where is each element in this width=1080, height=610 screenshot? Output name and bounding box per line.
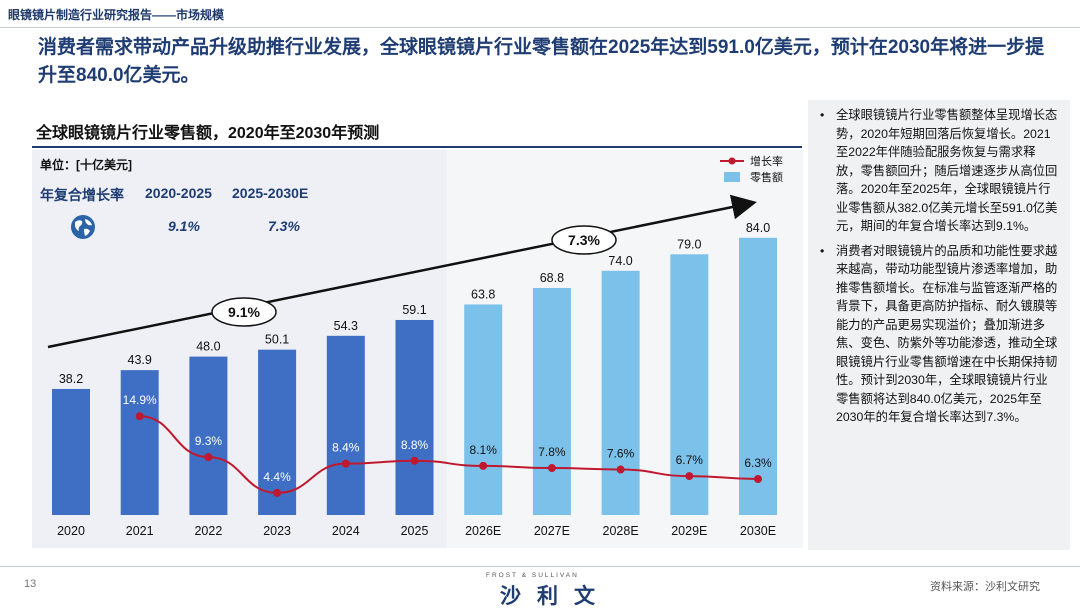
bar-2021 <box>120 370 159 515</box>
growth-label-2030E: 6.3% <box>744 456 772 470</box>
bullet-icon: • <box>820 108 825 122</box>
bar-value-label-2022: 48.0 <box>196 340 220 354</box>
bar-2020 <box>52 388 90 515</box>
bar-2026E <box>464 304 503 515</box>
chart-title: 全球眼镜镜片行业零售额，2020年至2030年预测 <box>36 125 380 142</box>
bar-2023 <box>258 349 297 515</box>
commentary-note-1: • 全球眼镜镜片行业零售额整体呈现增长态势，2020年短期回落后恢复增长。202… <box>820 106 1060 236</box>
x-tick-label-2021: 2021 <box>126 524 154 538</box>
x-tick-label-2028E: 2028E <box>603 524 639 538</box>
growth-marker-2025 <box>410 456 419 465</box>
legend-sales-swatch <box>724 172 740 182</box>
bar-value-label-2027E: 68.8 <box>540 271 564 285</box>
brand-logo: 沙利文 <box>500 585 611 608</box>
globe-icon <box>71 215 95 239</box>
growth-marker-2028E <box>616 465 625 474</box>
bar-value-label-2024: 54.3 <box>334 319 358 333</box>
cagr-bubble-2 <box>551 225 617 255</box>
bar-2022 <box>189 356 228 515</box>
legend-growth-label: 增长率 <box>750 154 783 168</box>
retail-sales-chart: 38.2 43.9 48.0 50.1 54.3 59.1 63.8 68.8 74.0 79.0… <box>47 154 783 538</box>
unit-label: 单位：[十亿美元] <box>40 158 132 172</box>
x-tick-label-2025: 2025 <box>401 524 429 538</box>
x-tick-label-2026E: 2026E <box>465 524 501 538</box>
growth-label-2027E: 7.8% <box>538 445 566 459</box>
growth-label-2028E: 7.6% <box>607 447 635 461</box>
x-tick-label-2027E: 2027E <box>534 524 570 538</box>
growth-marker-2027E <box>547 464 556 473</box>
growth-marker-2022 <box>204 453 213 462</box>
growth-label-2023: 4.4% <box>263 470 291 484</box>
x-tick-label-2023: 2023 <box>263 524 291 538</box>
cagr-label: 年复合增长率 <box>40 187 124 203</box>
commentary-text-2: 消费者对眼镜镜片的品质和功能性要求越来越高，带动功能型镜片渗透率增加，助推零售额… <box>836 243 1058 425</box>
bar-value-label-2025: 59.1 <box>402 303 426 317</box>
bottom-divider <box>0 566 1080 567</box>
section-title: 眼镜镜片制造行业研究报告——市场规模 <box>8 8 225 22</box>
growth-label-2024: 8.4% <box>332 441 360 455</box>
x-tick-label-2030E: 2030E <box>740 524 776 538</box>
commentary-text-1: 全球眼镜镜片行业零售额整体呈现增长态势，2020年短期回落后恢复增长。2021至… <box>836 108 1058 233</box>
growth-marker-2024 <box>341 459 350 468</box>
bar-value-label-2023: 50.1 <box>265 333 289 347</box>
source-note: 资料来源：沙利文研究 <box>930 581 1040 593</box>
commentary-note-2: • 消费者对眼镜镜片的品质和功能性要求越来越高，带动功能型镜片渗透率增加，助推零… <box>820 242 1060 427</box>
bullet-icon: • <box>820 243 825 258</box>
bar-value-label-2029E: 79.0 <box>677 237 701 251</box>
cagr-value-2: 7.3% <box>268 218 300 234</box>
bar-2024 <box>326 335 365 515</box>
commentary-panel: • 全球眼镜镜片行业零售额整体呈现增长态势，2020年短期回落后恢复增长。202… <box>808 100 1070 550</box>
legend-growth-marker <box>728 157 736 165</box>
bar-value-label-2026E: 63.8 <box>471 287 495 301</box>
growth-marker-2030E <box>754 475 762 484</box>
growth-label-2021: 14.9% <box>123 393 157 407</box>
top-divider <box>0 27 1080 28</box>
legend-sales-label: 零售额 <box>750 170 783 184</box>
historic-panel <box>32 150 447 548</box>
growth-rate-line <box>139 415 759 494</box>
bar-2027E <box>532 287 571 515</box>
growth-label-2025: 8.8% <box>401 438 429 452</box>
growth-label-2029E: 6.7% <box>676 453 704 467</box>
bar-value-label-2021: 43.9 <box>128 353 152 367</box>
growth-marker-2026E <box>479 461 488 470</box>
bar-value-label-2020: 38.2 <box>59 372 83 386</box>
growth-label-2026E: 8.1% <box>470 443 498 457</box>
cagr-period-1: 2020-2025 <box>145 185 212 201</box>
cagr-period-2: 2025-2030E <box>232 185 309 201</box>
growth-marker-2023 <box>273 488 282 497</box>
x-tick-label-2020: 2020 <box>57 524 85 538</box>
bar-2029E <box>670 254 709 516</box>
bar-value-label-2030E: 84.0 <box>746 221 770 235</box>
headline: 消费者需求带动产品升级助推行业发展，全球眼镜镜片行业零售额在2025年达到591… <box>38 37 1045 86</box>
cagr-bubble-2-label: 7.3% <box>568 232 600 248</box>
growth-label-2022: 9.3% <box>195 434 223 448</box>
bar-value-label-2028E: 74.0 <box>608 254 632 268</box>
brand-wordmark-small: FROST & SULLIVAN <box>486 572 579 579</box>
growth-marker-2021 <box>135 412 144 421</box>
x-tick-label-2029E: 2029E <box>671 524 707 538</box>
cagr-value-1: 9.1% <box>168 218 200 234</box>
page-number: 13 <box>24 578 37 590</box>
cagr-bubble-1-label: 9.1% <box>228 304 260 320</box>
bar-2030E <box>739 237 777 516</box>
x-tick-label-2024: 2024 <box>332 524 360 538</box>
chart-title-divider <box>32 146 802 148</box>
x-tick-label-2022: 2022 <box>194 524 222 538</box>
bar-2025 <box>395 319 434 515</box>
bar-2028E <box>601 270 640 515</box>
cagr-trend-arrow <box>47 194 757 349</box>
growth-marker-2029E <box>685 472 694 481</box>
cagr-bubble-1 <box>211 297 277 327</box>
